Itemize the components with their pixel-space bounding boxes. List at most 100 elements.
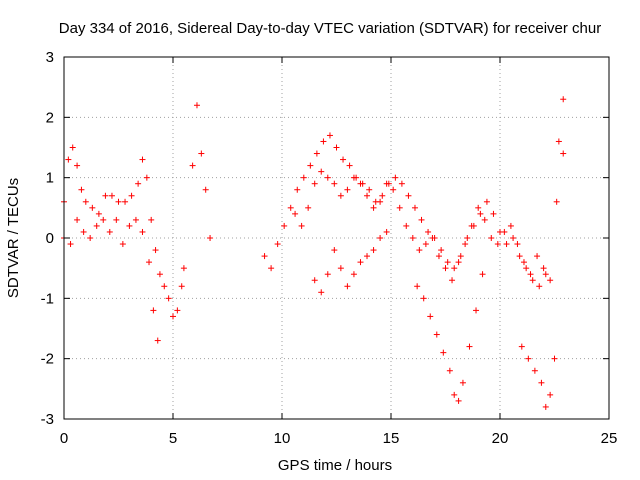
data-point <box>542 403 549 410</box>
data-point <box>542 271 549 278</box>
data-point <box>307 162 314 169</box>
data-point <box>364 253 371 260</box>
data-point <box>551 355 558 362</box>
x-tick-label: 20 <box>492 430 509 447</box>
y-tick-label: 2 <box>46 109 54 126</box>
data-point <box>326 132 333 139</box>
data-point <box>435 253 442 260</box>
data-point <box>198 150 205 157</box>
data-point <box>427 313 434 320</box>
data-point <box>193 102 200 109</box>
data-point <box>457 253 464 260</box>
data-point <box>148 216 155 223</box>
data-point <box>553 198 560 205</box>
data-point <box>207 235 214 241</box>
y-tick-label: 3 <box>46 49 54 66</box>
data-point <box>261 253 268 260</box>
data-point <box>287 204 294 211</box>
data-point <box>538 379 545 386</box>
data-point <box>560 150 567 157</box>
data-point <box>274 241 281 248</box>
y-tick-label: 0 <box>46 230 54 247</box>
data-point <box>377 235 384 241</box>
data-point <box>466 343 473 350</box>
data-point <box>455 397 462 404</box>
data-point <box>152 247 159 254</box>
data-point <box>440 349 447 356</box>
data-point <box>331 247 338 254</box>
data-point <box>95 210 102 217</box>
series-track-g <box>414 271 486 404</box>
data-point <box>313 150 320 157</box>
data-point <box>331 180 338 187</box>
data-point <box>477 210 484 217</box>
data-point <box>536 283 543 290</box>
data-point <box>78 186 85 193</box>
data-point <box>350 174 357 181</box>
data-point <box>405 192 412 199</box>
data-point <box>383 228 390 235</box>
data-point <box>69 144 76 151</box>
data-point <box>161 283 168 290</box>
chart-title: Day 334 of 2016, Sidereal Day-to-day VTE… <box>59 20 601 37</box>
data-point <box>165 295 172 302</box>
y-tick-label: -3 <box>41 411 54 428</box>
data-point <box>311 180 318 187</box>
data-point <box>416 247 423 254</box>
data-point <box>311 277 318 284</box>
series-track-f <box>311 228 390 296</box>
data-point <box>420 295 427 302</box>
data-point <box>357 259 364 266</box>
data-point <box>128 192 135 199</box>
data-point <box>468 222 475 229</box>
x-axis-label: GPS time / hours <box>278 457 392 474</box>
data-point <box>333 144 340 151</box>
data-point <box>366 186 373 193</box>
data-point <box>414 283 421 290</box>
data-point <box>139 156 146 163</box>
data-point <box>429 235 436 241</box>
data-point <box>156 271 163 278</box>
data-point <box>154 337 161 344</box>
data-point <box>451 391 458 398</box>
data-point <box>189 162 196 169</box>
data-point <box>527 271 534 278</box>
data-point <box>464 235 471 241</box>
data-point <box>531 367 538 374</box>
data-point <box>100 216 107 223</box>
data-point <box>390 186 397 193</box>
data-point <box>324 271 331 278</box>
y-axis-label: SDTVAR / TECUs <box>5 178 22 298</box>
data-point <box>344 283 351 290</box>
data-point <box>534 253 541 260</box>
data-point <box>483 198 490 205</box>
data-point <box>324 174 331 181</box>
data-points <box>61 96 567 410</box>
data-point <box>337 265 344 272</box>
data-point <box>547 277 554 284</box>
data-point <box>305 204 312 211</box>
data-point <box>529 277 536 284</box>
series-track-h <box>518 96 567 410</box>
data-point <box>122 198 129 205</box>
data-point <box>525 355 532 362</box>
data-point <box>135 180 142 187</box>
data-point <box>113 216 120 223</box>
data-point <box>455 259 462 266</box>
data-point <box>510 235 517 241</box>
series-track-c <box>189 102 214 241</box>
data-point <box>523 265 530 272</box>
data-point <box>115 198 122 205</box>
data-point <box>74 162 81 169</box>
data-point <box>108 192 115 199</box>
series-track-e <box>292 150 567 284</box>
data-point <box>442 265 449 272</box>
data-point <box>409 235 416 241</box>
data-point <box>178 283 185 290</box>
series-track-d <box>261 132 549 290</box>
y-tick-label: 1 <box>46 170 54 187</box>
data-point <box>446 367 453 374</box>
data-point <box>344 186 351 193</box>
data-point <box>560 96 567 103</box>
data-point <box>379 192 386 199</box>
